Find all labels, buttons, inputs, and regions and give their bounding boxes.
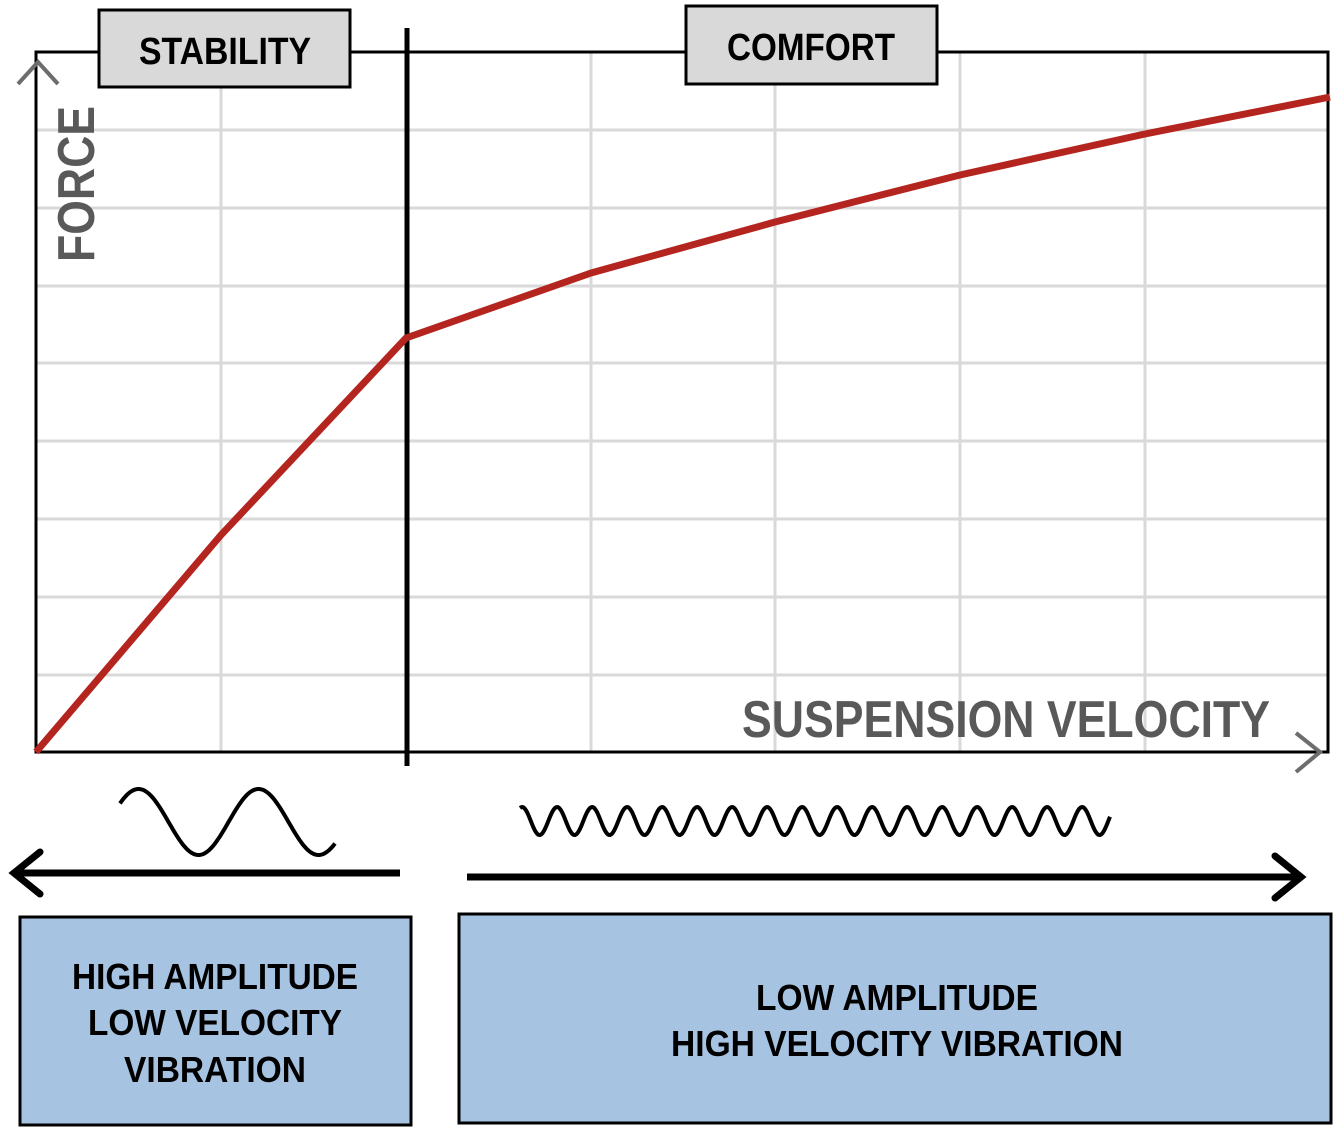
stability-label-box: [97, 8, 352, 89]
right-box-line: HIGH VELOCITY VIBRATION: [671, 1023, 1123, 1064]
left-arrow-icon: [8, 848, 400, 898]
low-frequency-wave-icon: [118, 787, 337, 857]
left-box-line: VIBRATION: [124, 1049, 306, 1090]
high-amplitude-box: [18, 915, 413, 1127]
grid: [36, 52, 1328, 752]
stability-label: STABILITY: [139, 31, 311, 73]
low-amplitude-box: [457, 912, 1333, 1125]
y-axis-label: FORCE: [48, 106, 106, 262]
comfort-label: COMFORT: [727, 27, 895, 69]
comfort-label-box: [684, 4, 939, 86]
left-box-line: LOW VELOCITY: [88, 1002, 342, 1043]
left-box-line: HIGH AMPLITUDE: [72, 956, 358, 997]
high-frequency-wave-icon: [518, 804, 1112, 838]
right-arrow-icon: [467, 852, 1307, 902]
y-axis-arrow-icon: [16, 59, 60, 86]
force-velocity-curve: [33, 93, 1331, 755]
x-axis-arrow-icon: [1294, 731, 1324, 774]
right-box-line: LOW AMPLITUDE: [756, 977, 1038, 1018]
x-axis-label: SUSPENSION VELOCITY: [742, 691, 1270, 749]
plot-frame: [34, 50, 1330, 754]
